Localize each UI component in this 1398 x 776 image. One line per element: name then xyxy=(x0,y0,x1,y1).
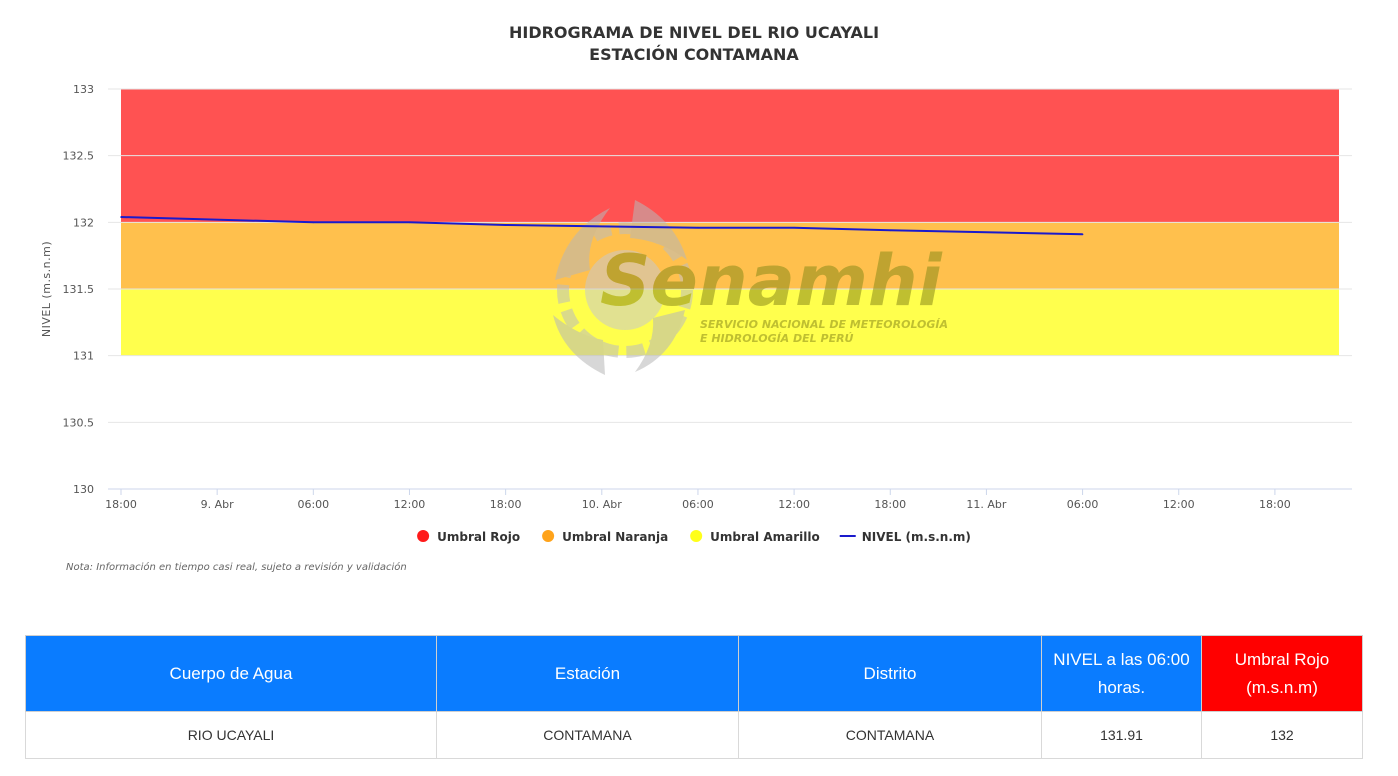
y-axis-title: NIVEL (m.s.n.m) xyxy=(40,241,53,337)
legend-items: Umbral Rojo Umbral Naranja Umbral Amarillo… xyxy=(417,530,971,544)
chart-title: HIDROGRAMA DE NIVEL DEL RIO UCAYALI xyxy=(509,23,879,42)
table-row: RIO UCAYALI CONTAMANA CONTAMANA 131.91 1… xyxy=(25,711,1363,759)
header-cuerpo-de-agua: Cuerpo de Agua xyxy=(25,635,437,712)
x-tick-label: 06:00 xyxy=(1067,498,1099,511)
cell-umbral-rojo: 132 xyxy=(1201,711,1363,759)
band-umbral-amarillo xyxy=(121,289,1339,356)
x-tick-label: 12:00 xyxy=(1163,498,1195,511)
y-tick-label: 130.5 xyxy=(63,416,95,429)
watermark-line-2: E HIDROLOGÍA DEL PERÚ xyxy=(700,332,854,345)
legend-item: Umbral Naranja xyxy=(542,530,668,544)
header-distrito: Distrito xyxy=(738,635,1042,712)
x-tick-label: 11. Abr xyxy=(966,498,1006,511)
cell-nivel: 131.91 xyxy=(1041,711,1202,759)
x-tick-label: 18:00 xyxy=(490,498,522,511)
x-tick-label: 06:00 xyxy=(682,498,714,511)
series-line-nivel xyxy=(120,216,1083,236)
legend-label: NIVEL (m.s.n.m) xyxy=(862,530,971,544)
y-tick-label: 130 xyxy=(73,483,94,496)
y-axis: 130 130.5 131 131.5 132 132.5 133 xyxy=(63,83,95,496)
legend-item: Umbral Rojo xyxy=(417,530,520,544)
x-tick-label: 12:00 xyxy=(394,498,426,511)
watermark-brand: Senamhi xyxy=(600,240,943,322)
hydrograph-chart: HIDROGRAMA DE NIVEL DEL RIO UCAYALI ESTA… xyxy=(40,23,1352,573)
band-umbral-naranja xyxy=(121,222,1339,289)
data-point xyxy=(408,221,411,224)
x-tick-label: 18:00 xyxy=(1259,498,1291,511)
y-tick-label: 131 xyxy=(73,350,94,363)
chart-note: Nota: Información en tiempo casi real, s… xyxy=(66,561,407,573)
table-header-row: Cuerpo de Agua Estación Distrito NIVEL a… xyxy=(25,635,1363,712)
legend-label: Umbral Amarillo xyxy=(710,530,820,544)
y-tick-label: 133 xyxy=(73,83,94,96)
header-umbral-rojo: Umbral Rojo (m.s.n.m) xyxy=(1201,635,1363,712)
legend-item: NIVEL (m.s.n.m) xyxy=(839,530,971,544)
chart-legend: Umbral Rojo Umbral Naranja Umbral Amarillo… xyxy=(417,530,971,544)
cell-cuerpo-de-agua: RIO UCAYALI xyxy=(25,711,437,759)
y-tick-label: 131.5 xyxy=(63,283,95,296)
header-estacion: Estación xyxy=(436,635,739,712)
cell-distrito: CONTAMANA xyxy=(738,711,1042,759)
data-point xyxy=(1081,233,1084,236)
data-point xyxy=(793,226,795,229)
y-tick-label: 132.5 xyxy=(63,150,95,163)
cell-estacion: CONTAMANA xyxy=(436,711,739,759)
x-tick-label: 18:00 xyxy=(874,498,906,511)
data-point xyxy=(697,226,699,229)
x-axis: 18:00 9. Abr 06:00 12:00 18:00 10. Abr 06:00 12… xyxy=(105,489,1291,511)
data-point xyxy=(504,224,507,226)
legend-marker-icon xyxy=(542,530,555,542)
station-data-table: Cuerpo de Agua Estación Distrito NIVEL a… xyxy=(25,635,1363,759)
legend-label: Umbral Naranja xyxy=(562,530,668,544)
header-nivel: NIVEL a las 06:00 horas. xyxy=(1041,635,1202,712)
data-point xyxy=(889,229,892,232)
data-point xyxy=(120,216,122,218)
senamhi-watermark-logo: Senamhi SERVICIO NACIONAL DE METEOROLOGÍ… xyxy=(553,200,948,375)
legend-marker-icon xyxy=(417,530,430,542)
legend-label: Umbral Rojo xyxy=(437,530,520,544)
data-point xyxy=(312,221,315,224)
sun-emblem-icon xyxy=(553,200,693,375)
y-tick-label: 132 xyxy=(73,216,94,229)
series-nivel xyxy=(120,216,1084,236)
x-tick-label: 06:00 xyxy=(297,498,329,511)
x-tick-label: 10. Abr xyxy=(582,498,622,511)
legend-marker-icon xyxy=(690,530,703,542)
chart-subtitle: ESTACIÓN CONTAMANA xyxy=(589,45,799,64)
x-tick-label: 9. Abr xyxy=(201,498,234,511)
x-tick-label: 18:00 xyxy=(105,498,137,511)
watermark-line-1: SERVICIO NACIONAL DE METEOROLOGÍA xyxy=(700,318,948,331)
x-tick-label: 12:00 xyxy=(778,498,810,511)
legend-item: Umbral Amarillo xyxy=(690,530,820,544)
